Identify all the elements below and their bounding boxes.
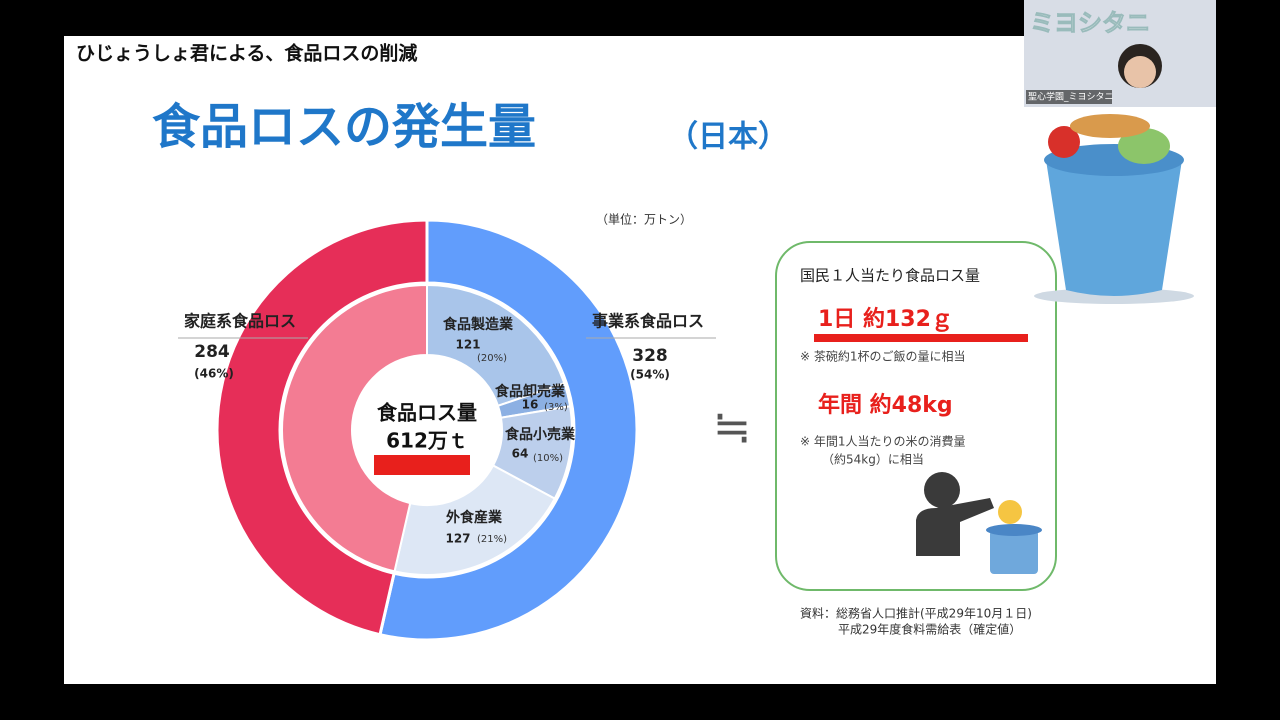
source: 平成29年度食料需給表（確定値） <box>838 622 1021 637</box>
trash-illustration <box>1034 114 1194 304</box>
approx-symbol: ≒ <box>713 400 752 454</box>
unit: （単位：万トン） <box>596 212 692 227</box>
donut-segment <box>215 218 429 637</box>
percent-label: (54%) <box>630 368 670 382</box>
category-label: 家庭系食品ロス <box>184 312 296 331</box>
underline <box>814 334 1028 342</box>
center-total: 612万ｔ <box>386 429 468 453</box>
daily: 1日 約132ｇ <box>818 306 953 332</box>
donut-segment <box>378 218 639 642</box>
webcam-face <box>1124 56 1156 88</box>
category-label: 事業系食品ロス <box>592 312 704 331</box>
center-label: 食品ロス量 <box>377 401 477 425</box>
value-label: 64 <box>512 447 529 461</box>
value-label: 328 <box>632 346 668 366</box>
person-icon <box>916 472 1042 574</box>
source: 資料：総務省人口推計(平成29年10月１日) <box>800 606 1032 621</box>
center-bar <box>374 455 470 475</box>
value-label: 127 <box>445 532 470 546</box>
value-label: 284 <box>194 342 230 362</box>
yearly-note: （約54kg）に相当 <box>822 452 924 467</box>
percent-label: (3%) <box>544 402 568 413</box>
category-label: 外食産業 <box>446 509 503 526</box>
yearly: 年間 約48kg <box>818 392 953 418</box>
webcam-banner: ミヨシタニ <box>1030 9 1150 37</box>
name-tag <box>1026 90 1112 104</box>
category-label: 食品小売業 <box>505 426 576 443</box>
percent-label: (46%) <box>194 367 234 381</box>
webcam <box>1024 0 1216 107</box>
title-note: （日本） <box>668 120 788 155</box>
daily-note: ※ 茶碗約1杯のご飯の量に相当 <box>800 349 966 364</box>
box-heading: 国民１人当たり食品ロス量 <box>800 267 980 285</box>
slide-title: 食品ロスの発生量 <box>152 99 536 155</box>
category-label: 食品卸売業 <box>495 383 566 400</box>
percent-label: (10%) <box>533 453 563 464</box>
category-label: 食品製造業 <box>443 316 514 333</box>
participant-name: 聖心学園_ミヨシタニ <box>1028 91 1114 103</box>
percent-label: (20%) <box>477 353 507 364</box>
value-label: 16 <box>522 398 539 412</box>
yearly-note: ※ 年間1人当たりの米の消費量 <box>800 434 966 449</box>
caption: ひじょうしょ君による、食品ロスの削減 <box>76 42 417 65</box>
percent-label: (21%) <box>477 534 507 545</box>
value-label: 121 <box>455 338 480 352</box>
